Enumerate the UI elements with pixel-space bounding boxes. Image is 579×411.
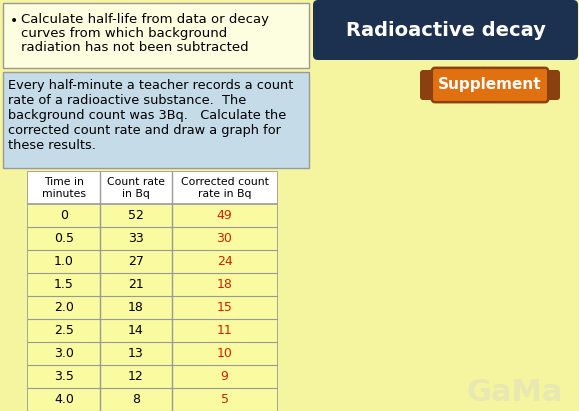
Text: Calculate half-life from data or decay: Calculate half-life from data or decay [21,13,269,26]
Text: •: • [10,14,19,28]
Text: 18: 18 [128,301,144,314]
Text: 1.5: 1.5 [54,278,74,291]
Text: 5: 5 [221,393,229,406]
Bar [28,273,277,296]
Text: 52: 52 [128,209,144,222]
Text: Every half-minute a teacher records a count
rate of a radioactive substance.  Th: Every half-minute a teacher records a co… [8,79,294,152]
Text: 4.0: 4.0 [54,393,74,406]
Text: 9: 9 [221,370,229,383]
FancyBboxPatch shape [420,70,444,100]
Text: 14: 14 [128,324,144,337]
Bar [28,172,277,411]
Bar [28,250,277,273]
Text: 2.0: 2.0 [54,301,74,314]
FancyBboxPatch shape [3,3,309,68]
Bar [28,388,277,411]
Bar [28,172,277,204]
Text: 12: 12 [128,370,144,383]
Bar [28,365,277,388]
Text: 49: 49 [217,209,232,222]
Text: 0: 0 [60,209,68,222]
Text: 11: 11 [217,324,232,337]
Text: 8: 8 [132,393,140,406]
Text: Time in
minutes: Time in minutes [42,177,86,199]
Bar [28,342,277,365]
Bar [28,227,277,250]
Text: 15: 15 [217,301,232,314]
FancyBboxPatch shape [432,68,548,102]
Bar [28,319,277,342]
Bar [28,296,277,319]
Text: Supplement: Supplement [438,78,542,92]
Text: 2.5: 2.5 [54,324,74,337]
Text: 10: 10 [217,347,232,360]
FancyBboxPatch shape [536,70,560,100]
Text: 0.5: 0.5 [54,232,74,245]
Text: 33: 33 [128,232,144,245]
Text: 1.0: 1.0 [54,255,74,268]
Text: 3.5: 3.5 [54,370,74,383]
Text: 18: 18 [217,278,232,291]
Text: 27: 27 [128,255,144,268]
Bar [28,204,277,227]
Text: 21: 21 [128,278,144,291]
Text: 13: 13 [128,347,144,360]
Text: GaMa: GaMa [467,377,563,406]
Text: 3.0: 3.0 [54,347,74,360]
FancyBboxPatch shape [432,68,548,102]
Text: curves from which background: curves from which background [21,27,227,40]
Text: radiation has not been subtracted: radiation has not been subtracted [21,41,248,54]
FancyBboxPatch shape [313,0,578,60]
Text: Count rate
in Bq: Count rate in Bq [107,177,165,199]
Text: Radioactive decay: Radioactive decay [346,21,545,39]
Text: 30: 30 [217,232,232,245]
Text: 24: 24 [217,255,232,268]
Text: Corrected count
rate in Bq: Corrected count rate in Bq [181,177,269,199]
FancyBboxPatch shape [3,72,309,168]
